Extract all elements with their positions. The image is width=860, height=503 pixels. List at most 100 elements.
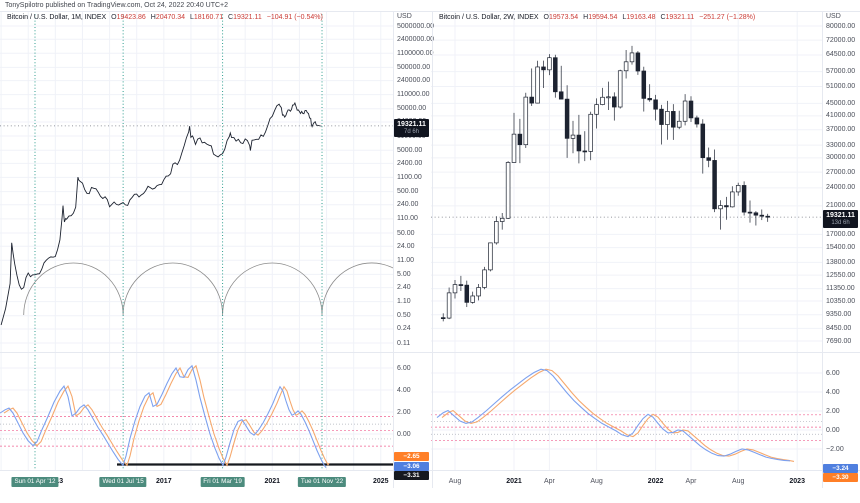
candle-up [606, 96, 611, 99]
oscillator-orange-line[interactable] [441, 368, 795, 462]
price-tick-label: 500.00 [397, 188, 419, 196]
candle-down [564, 98, 570, 139]
price-tick-label: 17000.00 [826, 230, 856, 238]
candle-up [470, 295, 475, 303]
osc-tick-label: 6.00 [397, 364, 411, 372]
price-tick-label: 11350.00 [826, 285, 855, 293]
candle-down [558, 91, 564, 100]
candle-down [529, 96, 534, 104]
price-tick-label: 0.24 [397, 325, 411, 333]
price-tick-label: 1.10 [397, 298, 411, 306]
osc-tick-label: 0.00 [397, 430, 411, 438]
candle-down [582, 150, 588, 153]
price-tick-label: 27000.00 [826, 168, 856, 176]
right-symbol-title[interactable]: Bitcoin / U.S. Dollar, 2W, INDEX [439, 14, 539, 21]
date-tick-label[interactable]: Aug [590, 478, 603, 485]
left-symbol-title[interactable]: Bitcoin / U.S. Dollar, 1M, INDEX [7, 14, 107, 21]
right-main-chart-canvas[interactable] [431, 11, 860, 352]
candle-up [535, 66, 540, 104]
candle-up [446, 292, 452, 319]
right-bar-countdown: 13d 6h [831, 219, 850, 226]
price-tick-label: 10350.00 [826, 297, 856, 305]
date-tick-label[interactable]: Aug [731, 478, 745, 485]
right-chart-legend: Bitcoin / U.S. Dollar, 2W, INDEX O19573.… [439, 14, 755, 21]
candle-down [517, 133, 523, 146]
candle-down [747, 211, 753, 214]
candlestick-series[interactable] [440, 45, 770, 322]
candle-up [665, 111, 670, 125]
osc-tick-label: 2.00 [397, 408, 411, 416]
left-low-value: 18160.71 [193, 14, 224, 21]
left-priceaxis-divider[interactable] [393, 11, 394, 488]
timeaxis-divider[interactable] [0, 470, 860, 471]
oscillator-blue-line[interactable] [0, 364, 327, 469]
candle-down [464, 284, 470, 303]
price-tick-label: 21000.00 [826, 202, 856, 210]
left-chart-legend: Bitcoin / U.S. Dollar, 1M, INDEX O19423.… [7, 14, 323, 21]
price-tick-label: 30000.00 [826, 154, 856, 162]
oscillator-blue-line[interactable] [436, 368, 791, 462]
btc-monthly-price-line[interactable] [0, 101, 322, 326]
cycle-date-badge: Wed 01 Jul '15 [99, 477, 147, 487]
date-tick-label[interactable]: 2023 [789, 478, 805, 485]
date-tick-label[interactable]: Apr [543, 478, 555, 485]
left-change-value: −104.91 (−0.54%) [266, 14, 323, 21]
chart-split-divider[interactable] [432, 11, 433, 488]
date-tick-label[interactable]: 2025 [372, 478, 389, 485]
left-current-price: 19321.11 [397, 120, 426, 128]
candle-up [547, 57, 552, 71]
price-tick-label: 110.00 [397, 215, 418, 223]
date-tick-label[interactable]: Apr [685, 478, 697, 485]
osc-tick-label: 4.00 [826, 388, 840, 396]
pane-divider [0, 352, 860, 353]
date-tick-label[interactable]: 2021 [264, 478, 281, 485]
attribution-text: TonySpilotro published on TradingView.co… [5, 2, 229, 9]
right-current-price: 19321.11 [826, 211, 855, 219]
candle-up [499, 217, 505, 222]
date-tick-label[interactable]: Aug [448, 478, 462, 485]
candle-down [688, 100, 694, 119]
right-oscillator-canvas[interactable] [431, 352, 860, 470]
left-osc-blue-badge: −3.06 [394, 461, 429, 471]
right-osc-blue-badge: −3.24 [823, 463, 858, 473]
right-high-value: 19594.54 [588, 14, 618, 21]
right-low-value: 19163.48 [626, 14, 656, 21]
price-tick-label: 12550.00 [826, 271, 856, 279]
topbar-divider [0, 11, 860, 12]
price-tick-label: 50000.00 [397, 105, 427, 113]
right-open-value: 19573.54 [549, 14, 579, 21]
price-tick-label: 500000.00 [397, 63, 431, 71]
candle-up [623, 61, 629, 72]
left-current-price-label: 19321.11 7d 6h [394, 118, 429, 137]
candle-down [635, 52, 641, 72]
left-low-label: L [189, 14, 194, 21]
date-tick-label[interactable]: 2021 [506, 478, 522, 485]
candle-up [617, 70, 623, 108]
candle-up [452, 284, 458, 294]
left-close-label: C [228, 14, 234, 21]
candle-up [523, 96, 529, 146]
date-tick-label[interactable]: 2022 [647, 478, 664, 485]
left-oscillator-canvas[interactable] [0, 352, 431, 470]
price-tick-label: 1100000.00 [397, 49, 434, 57]
price-tick-label: 80000.00 [826, 22, 856, 30]
osc-tick-label: 4.00 [397, 386, 411, 394]
right-priceaxis-divider[interactable] [822, 11, 823, 488]
price-tick-label: 13800.00 [826, 258, 856, 266]
candle-up [735, 185, 741, 193]
left-main-chart-canvas[interactable] [0, 11, 431, 352]
candle-down [759, 214, 765, 217]
candle-up [511, 133, 517, 163]
candle-down [724, 205, 729, 208]
price-tick-label: 2.40 [397, 284, 411, 292]
date-tick-label[interactable]: 2017 [156, 478, 172, 485]
left-osc-close-badge: −3.31 [394, 470, 429, 480]
candle-up [570, 134, 576, 139]
candle-up [488, 242, 493, 271]
osc-tick-label: −2.00 [826, 445, 844, 453]
candle-up [629, 52, 635, 63]
price-tick-label: 64500.00 [826, 51, 856, 59]
left-high-value: 20470.34 [155, 14, 186, 21]
oscillator-orange-line[interactable] [3, 364, 330, 467]
